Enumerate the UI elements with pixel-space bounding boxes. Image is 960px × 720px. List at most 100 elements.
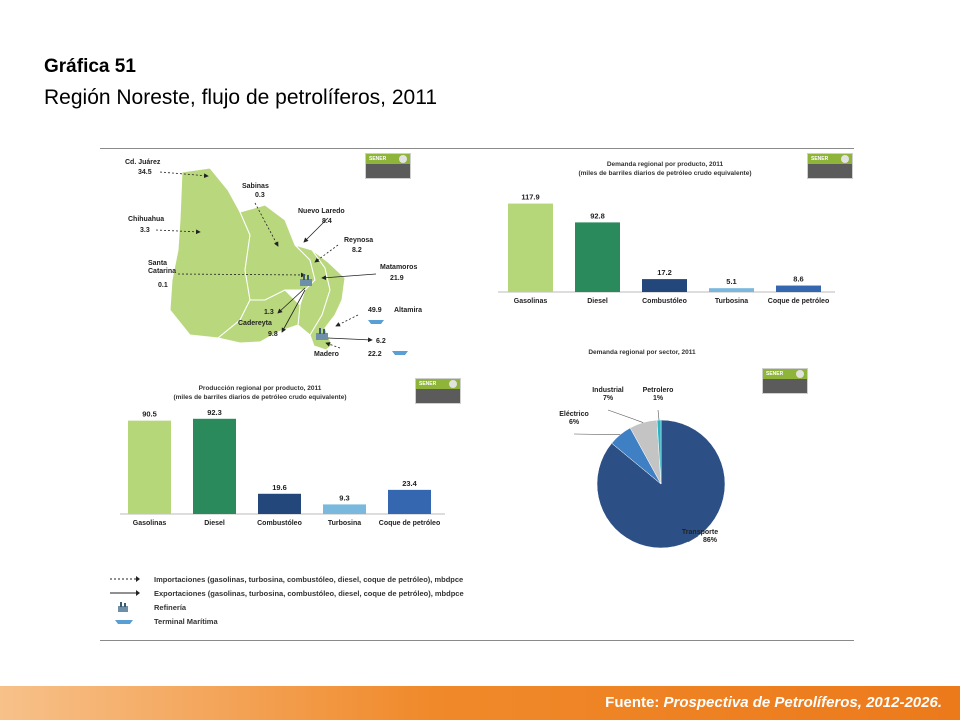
map-label-nuevo-laredo: Nuevo Laredo [298,208,345,215]
map-value-nuevo-laredo: 8.4 [322,218,332,225]
data-label: 8.6 [793,275,803,284]
import-arrow-altamira [335,314,359,327]
pie-label-value: 86% [703,537,718,544]
data-label: 9.3 [339,493,349,502]
production-product-panel: Producción regional por producto, 2011 (… [115,368,465,538]
sener-logo-label: SENER [808,154,852,164]
sener-logo-label: SENER [366,154,410,164]
region-map: Cd. Juárez 34.5 Sabinas 0.3 Nuevo Laredo… [125,159,422,358]
bar-turbosina [709,288,754,292]
pie-label-value: 6% [569,419,580,426]
map-label-reynosa: Reynosa [344,237,373,244]
map-legend: Importaciones (gasolinas, turbosina, com… [110,572,464,628]
eagle-icon [399,155,407,163]
sener-logo-label: SENER [416,379,460,389]
pie-label-name: Petrolero [643,387,674,394]
data-label: 117.9 [521,193,539,202]
tick-label: Turbosina [715,298,748,305]
pie-label-name: Transporte [682,529,718,536]
bar-gasolinas [508,203,553,292]
dashed-arrow-icon [110,574,140,584]
production-product-chart: Producción regional por producto, 2011 (… [120,385,445,527]
bar-diesel [575,222,620,292]
terminal-icon-altamira [368,320,384,324]
map-value-extra-2: 6.2 [376,338,386,345]
map-value-madero: 22.2 [368,351,382,358]
import-arrow-reynosa [314,244,339,263]
demand-sector-chart: Demanda regional por sector, 2011 Transp… [559,349,726,549]
demand-product-panel: Demanda regional por producto, 2011 (mil… [495,150,855,310]
eagle-icon [449,380,457,388]
legend-label: Exportaciones (gasolinas, turbosina, com… [154,588,464,598]
import-arrow-sabinas [254,202,279,247]
data-label: 90.5 [142,410,157,419]
map-value-santa-catarina: 0.1 [158,282,168,289]
chart-title: Demanda regional por producto, 2011 [607,161,724,168]
data-label: 17.2 [657,268,672,277]
flow-arrow-cadereyta-1 [277,287,306,314]
solid-arrow-icon [110,588,140,598]
import-arrow-chihuahua [155,229,201,235]
map-label-cd-juarez: Cd. Juárez [125,159,161,166]
bar-coque-de-petr-leo [776,285,821,292]
bar-turbosina [323,504,366,514]
eagle-icon [841,155,849,163]
tick-label: Turbosina [328,520,361,527]
refinery-icon-cadereyta [300,274,312,286]
footer-source-title: Prospectiva de Petrolíferos, 2012-2026. [663,694,942,711]
pie-label-value: 1% [653,395,664,402]
data-label: 92.8 [590,211,605,220]
demand-sector-panel: Demanda regional por sector, 2011 Transp… [550,340,850,560]
flow-arrow-nuevo-laredo [303,217,329,243]
legend-item-refinery: Refinería [110,600,464,614]
map-value-reynosa: 8.2 [352,247,362,254]
map-value-sabinas: 0.3 [255,192,265,199]
bar-gasolinas [128,420,171,514]
chart-subtitle: (miles de barriles diarios de petróleo c… [173,394,346,401]
refinery-icon-madero [316,328,328,340]
bar-diesel [193,418,236,514]
pie-leader-line [607,409,644,423]
sener-logo-production: SENER [415,378,461,404]
footer-bar: Fuente: Prospectiva de Petrolíferos, 201… [0,686,960,720]
legend-label: Refinería [154,602,187,612]
chart-title: Demanda regional por sector, 2011 [588,349,696,356]
legend-item-imports: Importaciones (gasolinas, turbosina, com… [110,572,464,586]
sener-logo-demand: SENER [807,153,853,179]
flow-arrow-madero [327,337,373,343]
bottom-rule [100,640,854,641]
map-value-matamoros: 21.9 [390,275,404,282]
map-value-altamira: 49.9 [368,307,382,314]
refinery-icon [110,602,140,612]
legend-item-exports: Exportaciones (gasolinas, turbosina, com… [110,586,464,600]
pie-label-name: Eléctrico [559,411,589,418]
legend-label: Terminal Marítima [154,616,218,626]
data-label: 5.1 [726,277,736,286]
tick-label: Coque de petróleo [379,520,440,527]
sener-logo-sector: SENER [762,368,808,394]
chart-title: Producción regional por producto, 2011 [199,385,322,392]
pie-leader-line [573,433,621,435]
top-rule [100,148,854,149]
tick-label: Coque de petróleo [768,298,829,305]
state-tamaulipas [309,249,346,351]
eagle-icon [796,370,804,378]
legend-label: Importaciones (gasolinas, turbosina, com… [154,574,464,584]
data-label: 19.6 [272,483,287,492]
tick-label: Diesel [204,520,225,527]
map-label-altamira: Altamira [394,307,422,314]
pie-leader-line [688,535,699,543]
map-value-extra-1: 1.3 [264,309,274,316]
data-label: 92.3 [207,408,222,417]
import-arrow-madero [325,342,341,349]
tick-label: Gasolinas [133,520,167,527]
map-label-cadereyta: Cadereyta [238,320,272,327]
tick-label: Gasolinas [514,298,548,305]
pie-label-value: 7% [603,395,614,402]
tick-label: Diesel [587,298,608,305]
import-arrow-santa-catarina [177,272,306,278]
state-durango [216,289,301,344]
pie-label-name: Industrial [592,387,624,394]
footer-source-label: Fuente: [605,694,660,711]
demand-product-chart: Demanda regional por producto, 2011 (mil… [498,161,835,305]
